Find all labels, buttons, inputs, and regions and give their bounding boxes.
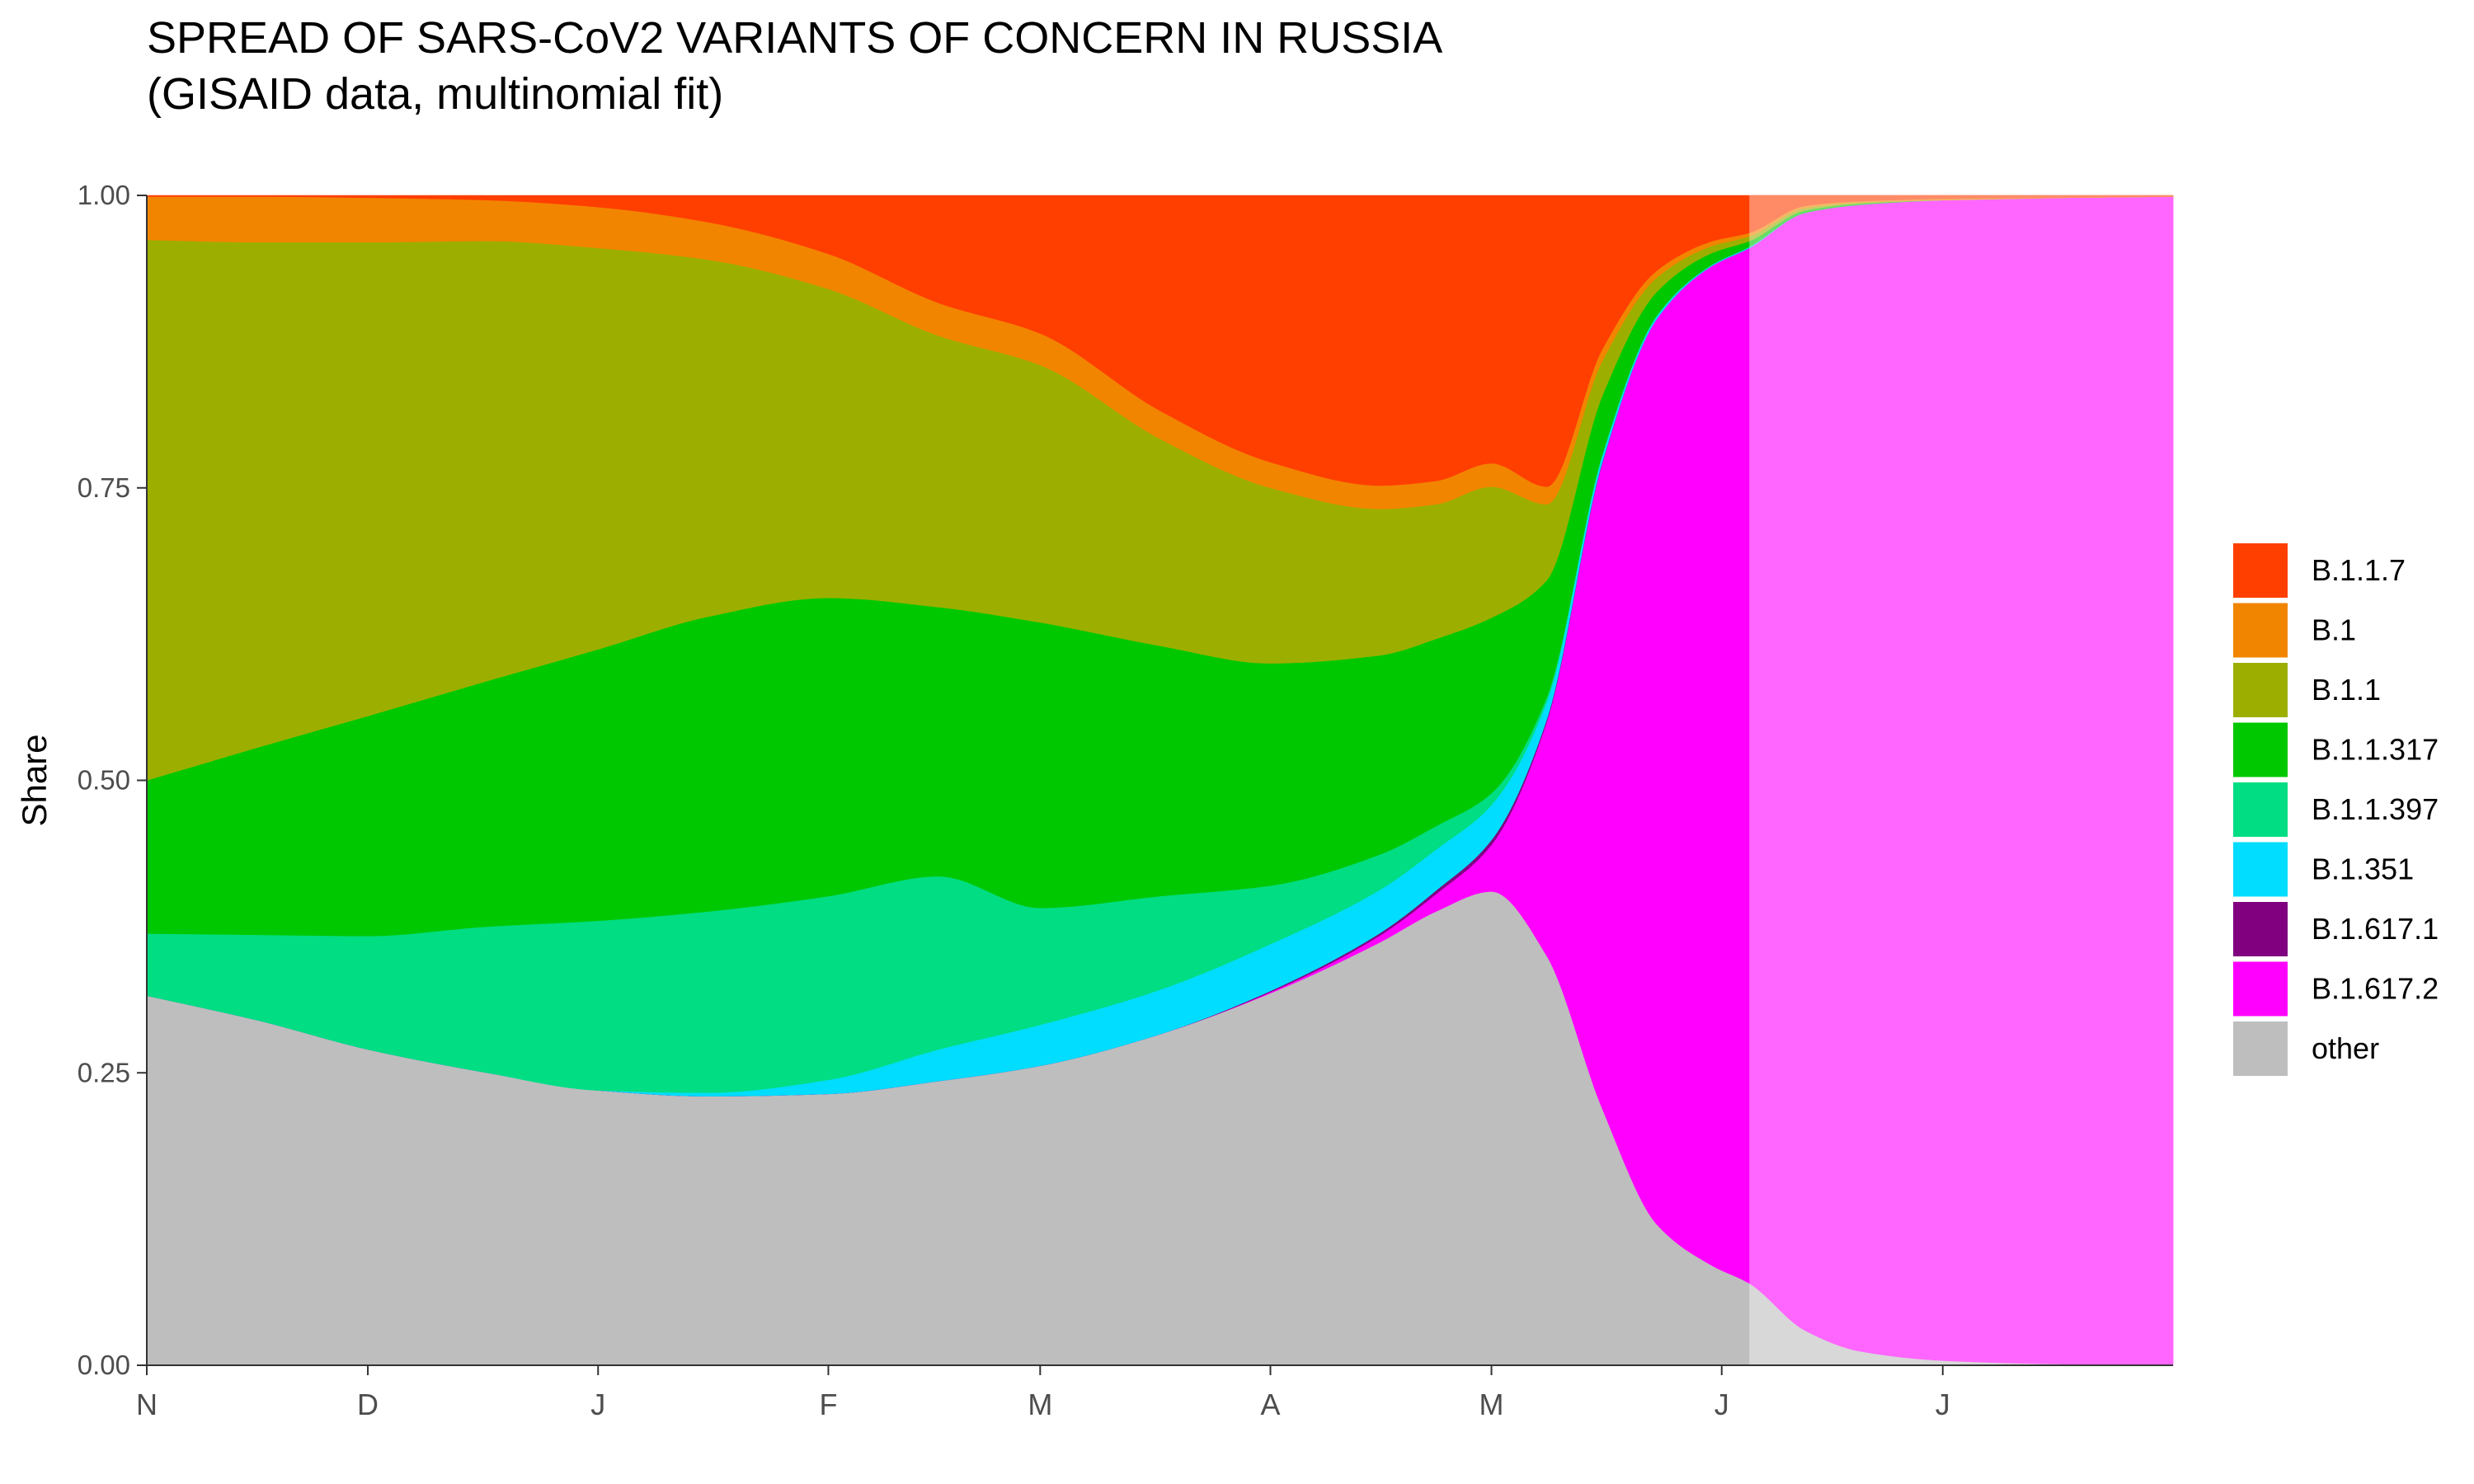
legend-label-b-1-351: B.1.351 [2312,852,2414,886]
y-tick-label: 0.75 [78,472,130,503]
chart-title-line2: (GISAID data, multinomial fit) [147,69,724,119]
legend-label-b-1-1-397: B.1.1.397 [2312,792,2439,826]
legend-swatch-b-1-1-397 [2232,781,2289,838]
legend-swatch-b-1-1-317 [2232,721,2289,779]
legend-label-b-1-617-2: B.1.617.2 [2312,972,2439,1006]
chart-title: SPREAD OF SARS-CoV2 VARIANTS OF CONCERN … [147,10,1442,122]
x-tick-label: J [590,1388,605,1421]
legend-swatch-b-1-617-1 [2232,900,2289,958]
legend-label-other: other [2312,1031,2379,1065]
legend-label-b-1-1-7: B.1.1.7 [2312,553,2406,587]
legend-label-b-1: B.1 [2312,613,2356,647]
y-axis-label: Share [15,734,54,826]
x-tick-label: M [1028,1388,1052,1421]
legend-swatch-b-1-617-2 [2232,960,2289,1018]
y-tick-label: 1.00 [78,180,130,210]
x-tick-label: F [819,1388,837,1421]
legend-swatch-b-1-351 [2232,840,2289,899]
legend: B.1.1.7 B.1 B.1.1 B.1.1.317 B.1.1.397 B.1.351… [2232,542,2439,1078]
x-tick-label: J [1935,1388,1950,1421]
axes: 0.00 0.25 0.50 0.75 1.00 N D J F M A M J J Share [15,180,2173,1421]
y-tick-label: 0.25 [78,1057,130,1087]
legend-label-b-1-617-1: B.1.617.1 [2312,912,2439,946]
x-tick-label: A [1261,1388,1281,1421]
legend-swatch-b-1-1 [2232,661,2289,719]
legend-label-b-1-1: B.1.1 [2312,673,2381,707]
y-tick-label: 0.50 [78,765,130,796]
area-b-1-1-7 [146,195,2174,487]
x-tick-label: M [1479,1388,1504,1421]
x-tick-label: D [357,1388,379,1421]
x-tick-label: J [1714,1388,1729,1421]
area-layers [146,195,2174,1366]
y-tick-label: 0.00 [78,1350,130,1380]
legend-label-b-1-1-317: B.1.1.317 [2312,733,2439,767]
x-tick-label: N [136,1388,158,1421]
projection-overlay [1749,195,2173,1365]
legend-swatch-b-1 [2232,601,2289,660]
legend-swatch-b-1-1-7 [2232,542,2289,599]
chart-title-line1: SPREAD OF SARS-CoV2 VARIANTS OF CONCERN … [147,13,1443,63]
legend-swatch-other [2232,1020,2289,1078]
